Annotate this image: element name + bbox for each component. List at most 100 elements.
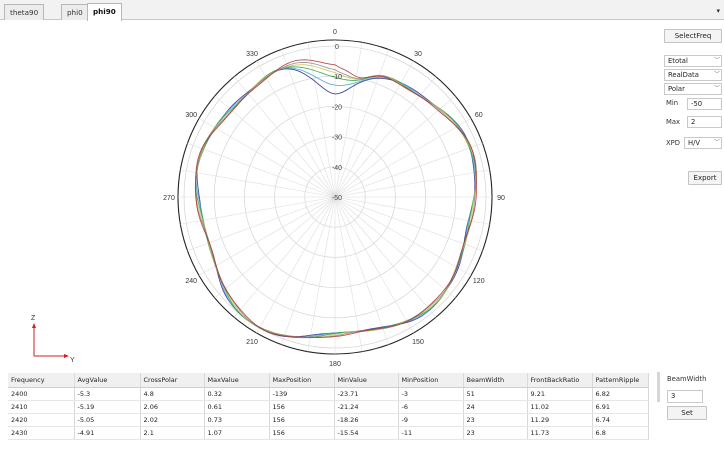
angle-tick-label: 300 [185, 112, 197, 119]
z-axis-label: Z [31, 315, 36, 322]
data-select[interactable]: RealData ﹀ [664, 69, 722, 81]
radial-tick-label: -50 [332, 195, 342, 202]
tab-theta90[interactable]: theta90 [4, 4, 45, 20]
control-panel: SelectFreq Etotal ﹀ RealData ﹀ Polar ﹀ M… [656, 21, 724, 455]
table-cell: 156 [269, 400, 335, 414]
xpd-label: XPD [666, 139, 680, 147]
polar-spoke [334, 196, 490, 225]
table-cell: -5.19 [74, 400, 141, 414]
column-header[interactable]: CrossPolar [140, 373, 205, 388]
data-select-value: RealData [668, 71, 699, 79]
column-header[interactable]: MinPosition [398, 373, 464, 388]
table-cell: 2.06 [140, 400, 205, 414]
column-header[interactable]: BeamWidth [463, 373, 528, 388]
table-cell: 2.02 [140, 413, 205, 427]
table-cell: 2430 [8, 426, 75, 440]
angle-tick-label: 30 [414, 51, 422, 58]
pattern-curves [194, 59, 477, 339]
chevron-down-icon: ﹀ [713, 71, 720, 78]
table-cell: 2420 [8, 413, 75, 427]
y-axis-label: Y [70, 357, 75, 364]
chevron-down-icon: ﹀ [713, 139, 720, 146]
table-row[interactable]: 2420 -5.05 2.02 0.73 156 -18.26 -9 23 11… [8, 413, 649, 427]
tab-phi0[interactable]: phi0 [61, 4, 89, 20]
polar-spoke [187, 143, 336, 198]
polar-spoke [307, 42, 336, 198]
table-cell: 6.74 [592, 413, 649, 427]
polar-spoke [180, 169, 336, 198]
polar-spoke [334, 143, 483, 198]
polar-spoke [214, 95, 336, 198]
table-cell: 0.61 [204, 400, 270, 414]
table-scrollbar[interactable] [657, 372, 660, 402]
select-freq-button[interactable]: SelectFreq [664, 29, 722, 43]
angle-tick-label: 180 [329, 361, 341, 367]
column-header[interactable]: MaxPosition [269, 373, 335, 388]
column-header[interactable]: Frequency [8, 373, 75, 388]
polar-spoke [334, 95, 456, 198]
field-select[interactable]: Etotal ﹀ [664, 55, 722, 67]
polar-spoke [334, 169, 490, 198]
beamwidth-label: BeamWidth [667, 375, 707, 383]
column-header[interactable]: MaxValue [204, 373, 270, 388]
table-row[interactable]: 2430 -4.91 2.1 1.07 156 -15.54 -11 23 11… [8, 426, 649, 440]
table-cell: -139 [269, 387, 335, 401]
tab-phi90[interactable]: phi90 [87, 3, 122, 21]
plot-type-select[interactable]: Polar ﹀ [664, 83, 722, 95]
y-axis-arrow-icon [64, 354, 69, 358]
export-button[interactable]: Export [688, 171, 722, 185]
table-cell: 11.73 [527, 426, 593, 440]
table-cell: 1.07 [204, 426, 270, 440]
table-row[interactable]: 2400 -5.3 4.8 0.32 -139 -23.71 -3 51 9.2… [8, 387, 649, 401]
tab-bar: theta90 phi0 phi90 ▾ [0, 0, 724, 21]
polar-spoke [307, 196, 336, 352]
table-row[interactable]: 2410 -5.19 2.06 0.61 156 -21.24 -6 24 11… [8, 400, 649, 414]
set-button[interactable]: Set [667, 406, 707, 420]
table-cell: -3 [398, 387, 464, 401]
table-cell: 6.82 [592, 387, 649, 401]
angle-tick-label: 90 [497, 195, 505, 202]
column-header[interactable]: FrontBackRatio [527, 373, 593, 388]
table-cell: 2410 [8, 400, 75, 414]
table-cell: 24 [463, 400, 528, 414]
polar-spoke [281, 196, 336, 345]
chevron-down-icon: ﹀ [713, 57, 720, 64]
polar-spoke [256, 196, 336, 334]
table-cell: 9.21 [527, 387, 593, 401]
polar-labels: 0 30 60 90 120 150 180 210 240 270 300 330 0 -10 -20 -3… [163, 29, 505, 367]
angle-tick-label: 120 [473, 278, 485, 285]
table-cell: -18.26 [334, 413, 399, 427]
xpd-select[interactable]: H/V ﹀ [684, 137, 722, 149]
column-header[interactable]: PatternRipple [592, 373, 649, 388]
field-select-value: Etotal [668, 57, 688, 65]
polar-spoke [334, 118, 472, 198]
table-cell: 156 [269, 413, 335, 427]
table-cell: 6.91 [592, 400, 649, 414]
polar-spoke [281, 49, 336, 198]
column-header[interactable]: AvgValue [74, 373, 141, 388]
polar-spoke [334, 196, 483, 251]
min-label: Min [666, 99, 679, 107]
polar-spoke [334, 196, 389, 345]
table-cell: 51 [463, 387, 528, 401]
min-input[interactable]: -50 [687, 98, 722, 110]
table-cell: -23.71 [334, 387, 399, 401]
table-header-row: Frequency AvgValue CrossPolar MaxValue M… [8, 373, 649, 388]
polar-spoke [334, 196, 472, 276]
polar-grid [177, 39, 493, 355]
tab-list-chevron-down-icon[interactable]: ▾ [716, 7, 720, 15]
table-cell: -21.24 [334, 400, 399, 414]
polar-plot: 0 30 60 90 120 150 180 210 240 270 300 330 0 -10 -20 -3… [31, 29, 505, 367]
column-header[interactable]: MinValue [334, 373, 399, 388]
radial-tick-label: -10 [332, 74, 342, 81]
angle-tick-label: 0 [333, 29, 337, 36]
max-input[interactable]: 2 [687, 116, 722, 128]
axes-indicator: Z Y [31, 315, 75, 364]
polar-spoke [334, 76, 437, 198]
chevron-down-icon: ﹀ [713, 85, 720, 92]
beamwidth-input[interactable]: 3 [667, 390, 703, 403]
table-cell: -5.05 [74, 413, 141, 427]
angle-tick-label: 330 [246, 51, 258, 58]
table-cell: -15.54 [334, 426, 399, 440]
radial-tick-label: 0 [335, 44, 339, 51]
